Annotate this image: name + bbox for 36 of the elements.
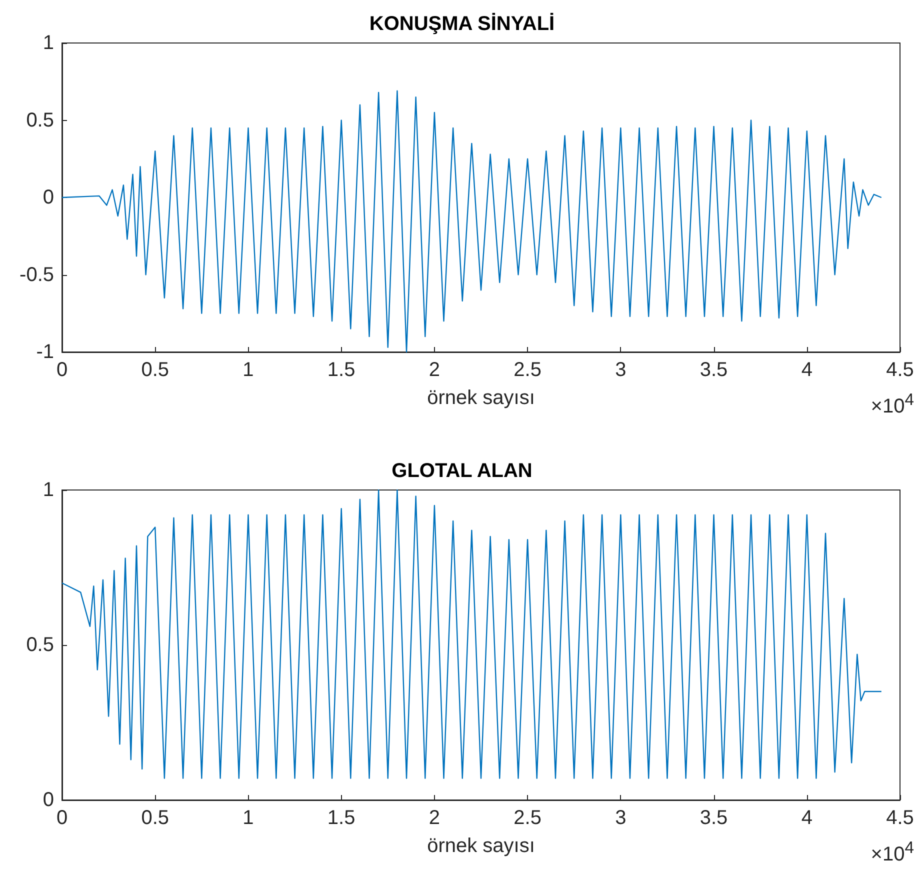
text: ×10$^{4}$ bbox=[870, 390, 914, 419]
x-tick-label: 0 bbox=[56, 807, 68, 829]
x-tick-label: 0.5 bbox=[141, 359, 170, 381]
x-axis-title: örnek sayısı bbox=[427, 387, 535, 409]
x-tick-label: 1.5 bbox=[327, 807, 356, 829]
x-tick-label: 3.5 bbox=[700, 807, 728, 829]
x-tick-label: 2 bbox=[428, 807, 440, 829]
chart-title: GLOTAL ALAN bbox=[392, 460, 532, 482]
x-tick-label: 2.5 bbox=[514, 807, 542, 829]
x-tick-label: 1.5 bbox=[327, 359, 356, 381]
x-tick-label: 4.5 bbox=[886, 807, 914, 829]
y-tick-label: -0.5 bbox=[20, 264, 54, 286]
x-tick-label: 4 bbox=[801, 359, 812, 381]
x-tick-label: 3 bbox=[615, 807, 626, 829]
y-tick-label: 0 bbox=[42, 789, 54, 811]
line-series bbox=[61, 90, 882, 353]
text: ×10$^{4}$ bbox=[870, 838, 914, 867]
x-tick-label: 0 bbox=[56, 359, 68, 381]
x-tick-label: 1 bbox=[242, 807, 254, 829]
x-tick-label: 3 bbox=[615, 359, 626, 381]
x-tick-label: 1 bbox=[242, 359, 254, 381]
x-tick-label: 4.5 bbox=[886, 359, 914, 381]
x-tick-label: 3.5 bbox=[700, 359, 728, 381]
x-axis-title: örnek sayısı bbox=[427, 835, 535, 857]
x-tick-label: 2 bbox=[428, 359, 440, 381]
y-tick-label: 0.5 bbox=[26, 109, 54, 132]
y-tick-label: 1 bbox=[42, 479, 54, 501]
y-tick-label: 1 bbox=[42, 32, 54, 54]
x-tick-label: 4 bbox=[801, 807, 812, 829]
x-tick-label: 0.5 bbox=[141, 807, 170, 829]
line-series bbox=[61, 489, 882, 779]
y-tick-label: 0.5 bbox=[26, 634, 54, 656]
chart-title: KONUŞMA SİNYALİ bbox=[369, 12, 555, 35]
y-tick-label: 0 bbox=[42, 186, 54, 208]
y-tick-label: -1 bbox=[36, 341, 54, 363]
x-tick-label: 2.5 bbox=[514, 359, 542, 381]
